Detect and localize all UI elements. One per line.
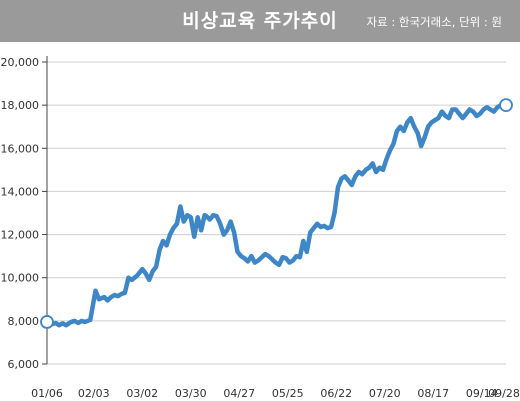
- header-bar: [0, 0, 520, 42]
- source-note: 자료 : 한국거래소, 단위 : 원: [366, 15, 502, 29]
- x-tick-label: 09/14: [466, 387, 498, 400]
- y-tick-label: 6,000: [8, 358, 40, 371]
- x-tick-label: 04/27: [223, 387, 255, 400]
- y-tick-label: 8,000: [8, 315, 40, 328]
- x-tick-label: 09/28: [488, 387, 520, 400]
- y-tick-label: 12,000: [1, 229, 40, 242]
- y-tick-label: 14,000: [1, 185, 40, 198]
- y-tick-label: 18,000: [1, 99, 40, 112]
- x-tick-label: 01/06: [31, 387, 63, 400]
- price-line: [44, 102, 509, 328]
- chart-title: 비상교육 주가추이: [182, 10, 338, 32]
- start-point-marker: [40, 315, 54, 329]
- x-tick-label: 02/03: [78, 387, 110, 400]
- x-tick-label: 05/25: [272, 387, 304, 400]
- x-tick-label: 08/17: [417, 387, 449, 400]
- x-tick-label: 03/02: [126, 387, 158, 400]
- x-tick-label: 06/22: [320, 387, 352, 400]
- end-point-marker: [499, 98, 513, 113]
- y-tick-label: 16,000: [1, 142, 40, 155]
- y-tick-label: 20,000: [1, 56, 40, 69]
- y-tick-label: 10,000: [1, 272, 40, 285]
- x-tick-label: 07/20: [369, 387, 401, 400]
- x-tick-label: 03/30: [175, 387, 207, 400]
